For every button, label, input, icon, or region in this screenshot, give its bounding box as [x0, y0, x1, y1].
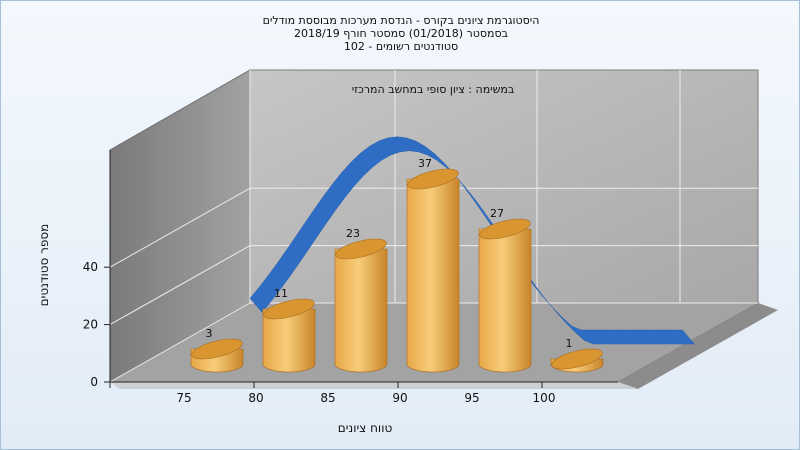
chart-subtitle: במשימה : ציון סופי במחשב המרכזי: [352, 83, 515, 96]
bar: [550, 348, 604, 373]
bar: [478, 218, 532, 373]
x-tick-label: 85: [320, 391, 335, 405]
bar: [190, 338, 244, 373]
bar-value-label: 1: [566, 337, 573, 350]
chart-title-line-1: היסטוגרמת ציונים בקורס - הנדסת מערכות מב…: [262, 14, 540, 27]
chart-title-line-2: בסמסטר (01/2018) סמסטר חורף 2018/19: [294, 27, 508, 40]
x-axis-label: טווח ציונים: [338, 421, 393, 435]
bar: [334, 238, 388, 373]
y-tick-label: 0: [90, 375, 98, 389]
bar: [262, 298, 316, 373]
bar: [406, 168, 460, 373]
x-tick-label: 100: [533, 391, 556, 405]
bar-value-label: 37: [418, 157, 432, 170]
y-tick-label: 20: [83, 318, 98, 332]
bar-value-label: 11: [274, 287, 288, 300]
floor-front-edge: [110, 382, 638, 389]
x-tick-label: 80: [248, 391, 263, 405]
x-tick-label: 75: [176, 391, 191, 405]
bar-value-label: 3: [206, 327, 213, 340]
floor-edge: [618, 303, 778, 389]
trend-curve: [249, 136, 695, 345]
bar-value-label: 23: [346, 227, 360, 240]
bar-value-label: 27: [490, 207, 504, 220]
x-tick-label: 90: [392, 391, 407, 405]
y-axis-label: מספר סטודנטים: [37, 224, 51, 307]
chart-title-line-3: סטודנטים רשומים - 102: [343, 40, 459, 53]
y-tick-label: 40: [83, 260, 98, 274]
x-tick-label: 95: [464, 391, 479, 405]
